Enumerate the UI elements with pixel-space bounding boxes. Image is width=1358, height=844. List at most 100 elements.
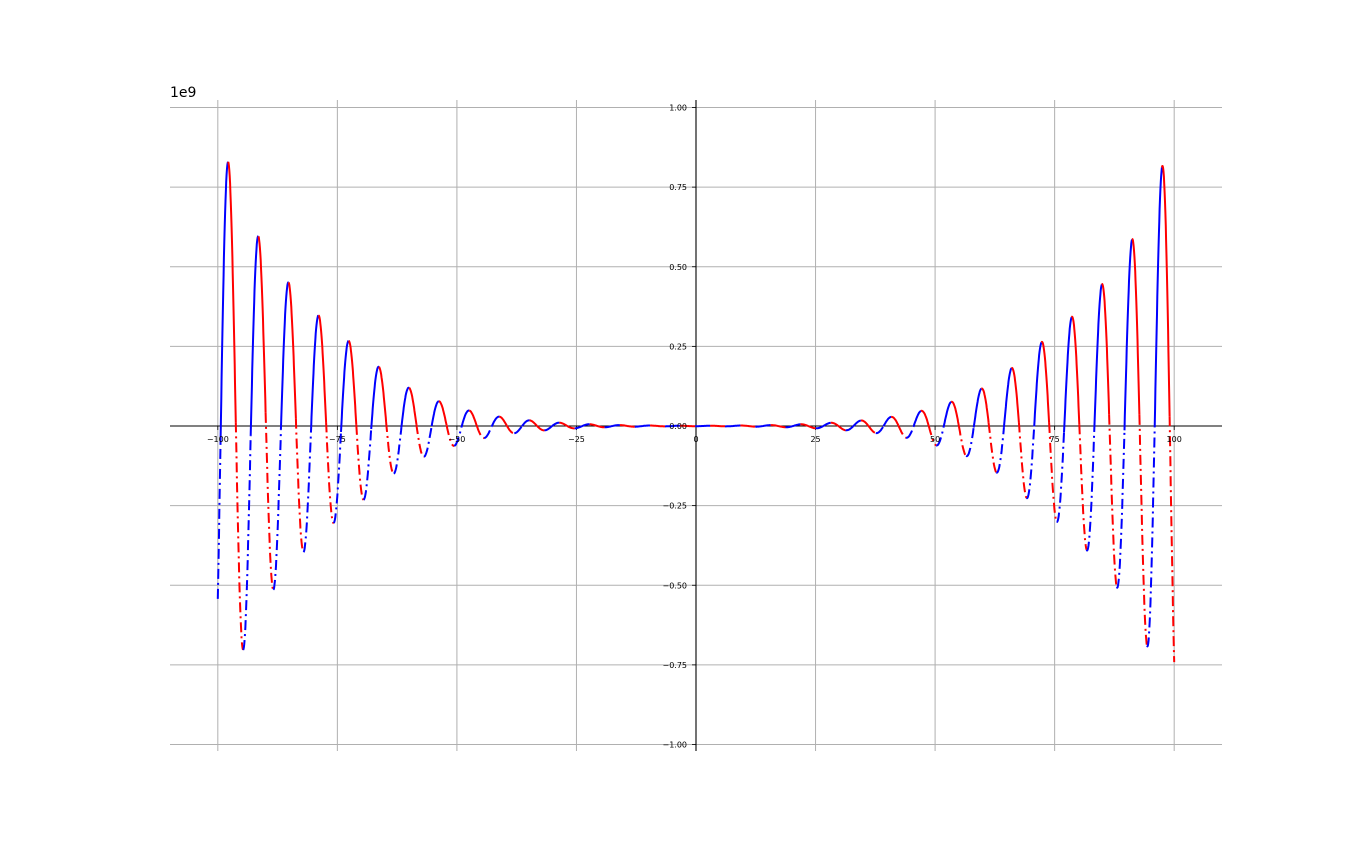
- curve-positive-segment: [408, 387, 418, 425]
- curve-negative-segment: [1168, 416, 1176, 663]
- curve-negative-segment: [234, 422, 245, 651]
- curve-positive-segment: [980, 387, 990, 423]
- curve-negative-segment: [566, 425, 576, 430]
- curve-negative-segment: [807, 425, 817, 430]
- curve-positive-segment: [732, 424, 741, 427]
- curve-negative-segment: [1078, 424, 1088, 551]
- curve-positive-segment: [1123, 239, 1134, 431]
- curve-negative-segment: [505, 424, 515, 435]
- curve-negative-segment: [574, 425, 583, 430]
- curve-negative-segment: [784, 425, 794, 429]
- curve-negative-segment: [325, 422, 335, 525]
- curve-positive-segment: [822, 421, 832, 428]
- curve-negative-segment: [264, 412, 275, 591]
- curve-negative-segment: [216, 444, 222, 599]
- curve-positive-segment: [641, 424, 651, 427]
- curve-negative-segment: [837, 425, 847, 432]
- curve-positive-segment: [498, 415, 508, 426]
- curve-negative-segment: [897, 425, 907, 439]
- curve-positive-segment: [400, 386, 410, 428]
- curve-negative-segment: [604, 425, 613, 429]
- curve-positive-segment: [950, 400, 960, 426]
- curve-negative-segment: [935, 427, 945, 447]
- curve-positive-segment: [1063, 316, 1073, 433]
- curve-positive-segment: [249, 235, 259, 436]
- curve-positive-segment: [378, 366, 388, 423]
- curve-negative-segment: [905, 425, 915, 439]
- curves: [216, 161, 1176, 663]
- curve-positive-segment: [912, 410, 922, 427]
- curve-positive-segment: [860, 419, 869, 427]
- curve-positive-segment: [1011, 366, 1020, 423]
- y-tick-label: 0.25: [669, 342, 687, 351]
- curve-negative-segment: [483, 426, 493, 440]
- curve-negative-segment: [363, 428, 373, 501]
- y-tick-label: 0.75: [669, 183, 687, 192]
- curve-negative-segment: [626, 424, 636, 428]
- curve-negative-segment: [475, 425, 485, 440]
- curve-positive-segment: [370, 365, 380, 430]
- curve-negative-segment: [453, 426, 463, 447]
- curve-positive-segment: [227, 161, 237, 423]
- y-tick-label: 1.00: [669, 104, 687, 113]
- curve-positive-segment: [529, 419, 538, 427]
- curve-negative-segment: [242, 435, 252, 651]
- curve-positive-segment: [799, 423, 809, 427]
- curve-negative-segment: [355, 424, 365, 501]
- curve-negative-segment: [302, 426, 313, 553]
- curve-negative-segment: [513, 425, 523, 435]
- curve-negative-segment: [875, 425, 885, 435]
- curve-positive-segment: [589, 423, 598, 427]
- curve-negative-segment: [995, 427, 1005, 474]
- curve-positive-segment: [1040, 340, 1051, 423]
- curve-negative-segment: [385, 421, 395, 475]
- curve-negative-segment: [415, 423, 425, 458]
- curve-positive-segment: [468, 409, 478, 427]
- y-tick-label: −0.50: [662, 581, 687, 590]
- curve-negative-segment: [543, 425, 553, 432]
- curve-positive-segment: [438, 400, 448, 426]
- curve-positive-segment: [521, 419, 531, 427]
- y-tick-label: 0.50: [669, 263, 687, 272]
- curve-negative-segment: [747, 425, 756, 428]
- curve-negative-segment: [777, 424, 787, 429]
- curve-negative-segment: [867, 424, 877, 434]
- curve-positive-segment: [347, 340, 358, 425]
- y-offset-label: 1e9: [170, 85, 196, 101]
- curve-negative-segment: [815, 425, 824, 430]
- curve-negative-segment: [957, 425, 967, 457]
- curve-negative-segment: [987, 422, 998, 473]
- x-tick-label: 0: [693, 435, 698, 444]
- curve-negative-segment: [634, 425, 644, 428]
- x-tick-label: 100: [1167, 435, 1182, 444]
- curve-positive-segment: [972, 387, 983, 428]
- curve-positive-segment: [770, 424, 779, 427]
- curve-negative-segment: [445, 424, 455, 447]
- x-tick-label: −100: [207, 435, 229, 444]
- curve-negative-segment: [754, 425, 764, 428]
- curve-positive-segment: [340, 339, 350, 432]
- curve-negative-segment: [845, 425, 854, 432]
- y-tick-label: −0.25: [662, 502, 687, 511]
- x-tick-label: −25: [568, 435, 585, 444]
- curve-positive-segment: [287, 282, 297, 419]
- x-tick-label: −75: [329, 435, 346, 444]
- curve-positive-segment: [1160, 165, 1171, 417]
- curve-negative-segment: [423, 425, 433, 458]
- curve-positive-segment: [739, 424, 749, 427]
- curve-negative-segment: [332, 431, 342, 524]
- x-tick-label: 75: [1050, 435, 1060, 444]
- curve-positive-segment: [830, 421, 839, 427]
- y-tick-label: −1.00: [662, 741, 687, 750]
- curve-positive-segment: [890, 415, 900, 426]
- curve-positive-segment: [430, 400, 440, 427]
- curve-negative-segment: [1108, 414, 1118, 588]
- curve-negative-segment: [596, 425, 606, 429]
- curve-negative-segment: [1146, 427, 1156, 648]
- curve-negative-segment: [1025, 426, 1036, 500]
- curve-positive-segment: [1070, 315, 1081, 425]
- curve-negative-segment: [272, 429, 282, 591]
- curve-negative-segment: [965, 427, 975, 458]
- curve-positive-segment: [920, 409, 930, 426]
